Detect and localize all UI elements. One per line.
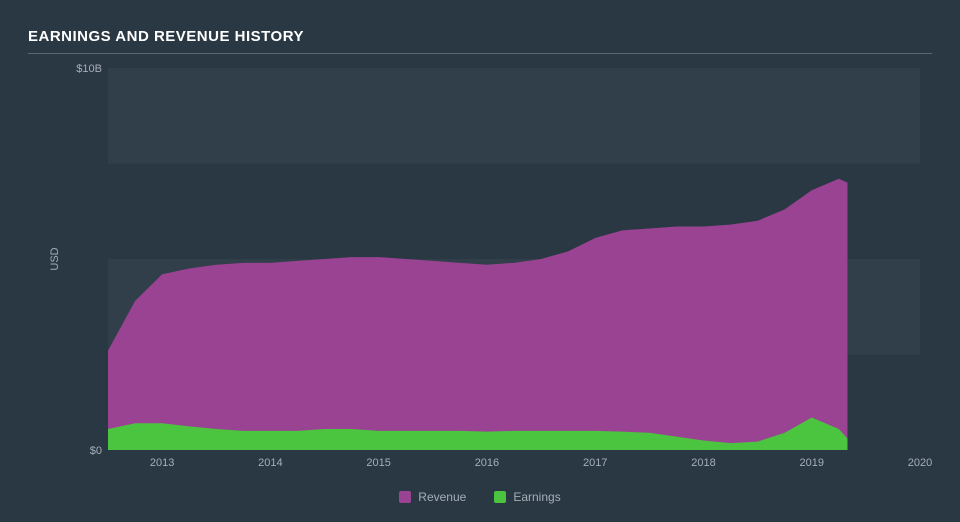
svg-text:2013: 2013 — [150, 457, 174, 469]
legend-item-revenue: Revenue — [399, 490, 466, 504]
svg-text:2014: 2014 — [258, 457, 282, 469]
svg-text:2020: 2020 — [908, 457, 932, 469]
chart-plot-wrap: $0 $10B USD 2013 2014 2015 2016 2017 2018 2019 202… — [28, 62, 932, 484]
svg-text:2016: 2016 — [475, 457, 499, 469]
chart-legend: Revenue Earnings — [28, 490, 932, 504]
legend-swatch-earnings — [494, 491, 506, 503]
svg-text:$10B: $10B — [76, 63, 102, 75]
svg-text:2019: 2019 — [799, 457, 823, 469]
area-chart: $0 $10B USD 2013 2014 2015 2016 2017 2018 2019 202… — [28, 62, 932, 472]
legend-swatch-revenue — [399, 491, 411, 503]
svg-text:2017: 2017 — [583, 457, 607, 469]
legend-label-revenue: Revenue — [418, 490, 466, 504]
svg-text:$0: $0 — [90, 445, 102, 457]
chart-title: EARNINGS AND REVENUE HISTORY — [28, 28, 932, 54]
chart-card: EARNINGS AND REVENUE HISTORY $0 $10B USD 20… — [0, 0, 960, 522]
svg-text:2018: 2018 — [691, 457, 715, 469]
legend-label-earnings: Earnings — [513, 490, 560, 504]
svg-text:2015: 2015 — [366, 457, 390, 469]
legend-item-earnings: Earnings — [494, 490, 560, 504]
svg-text:USD: USD — [49, 247, 61, 270]
